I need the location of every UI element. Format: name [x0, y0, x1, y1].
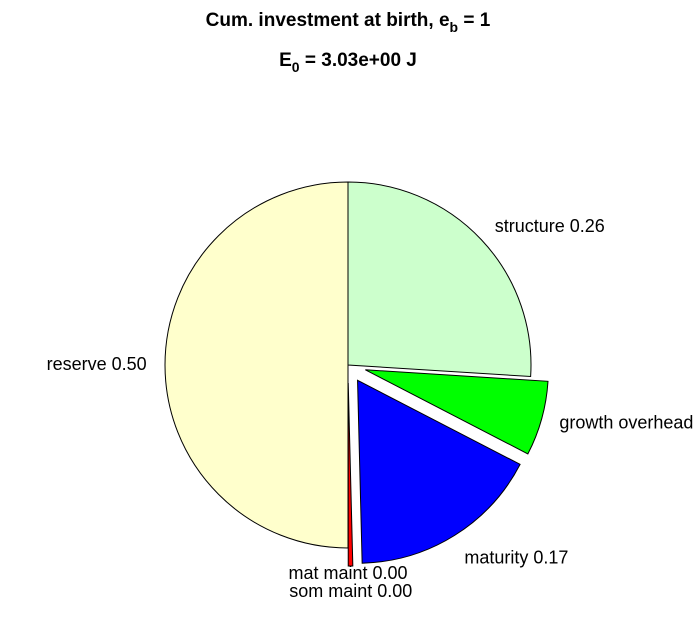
pie-slice [365, 369, 549, 455]
title-text: Cum. investment at birth, e [206, 10, 450, 31]
slice-label: maturity 0.17 [464, 548, 568, 568]
pie-slice [347, 382, 354, 567]
chart-title: Cum. investment at birth, eb = 1 [206, 10, 491, 35]
title-text: = 3.03e+00 J [300, 50, 417, 71]
pie-slice [357, 379, 521, 564]
slice-label: structure 0.26 [495, 216, 605, 236]
slice-label: growth overhead 0.07 [559, 412, 696, 432]
pie-slice [347, 181, 532, 378]
slice-label: reserve 0.50 [47, 354, 147, 374]
title-text: = 1 [458, 10, 491, 31]
title-subscript: 0 [292, 59, 300, 75]
slice-label: mat maint 0.00 [288, 563, 407, 583]
title-subscript: b [450, 19, 459, 35]
slice-label: som maint 0.00 [289, 581, 412, 601]
title-text: E [279, 50, 292, 71]
chart-subtitle: E0 = 3.03e+00 J [279, 50, 417, 75]
pie-slice [164, 181, 349, 549]
